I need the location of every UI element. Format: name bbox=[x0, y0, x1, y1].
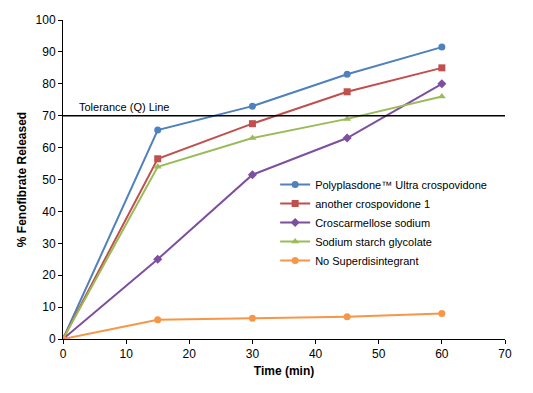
svg-text:100: 100 bbox=[36, 13, 56, 27]
svg-text:40: 40 bbox=[309, 347, 323, 361]
svg-text:Sodium starch glycolate: Sodium starch glycolate bbox=[315, 236, 432, 248]
svg-text:% Fenofibrate Released: % Fenofibrate Released bbox=[15, 112, 29, 247]
svg-text:30: 30 bbox=[246, 347, 260, 361]
svg-text:Polyplasdone™ Ultra crospovido: Polyplasdone™ Ultra crospovidone bbox=[315, 179, 487, 191]
svg-text:80: 80 bbox=[42, 77, 56, 91]
svg-text:0: 0 bbox=[49, 332, 56, 346]
svg-text:Tolerance (Q) Line: Tolerance (Q) Line bbox=[79, 101, 170, 113]
svg-text:20: 20 bbox=[183, 347, 197, 361]
svg-text:10: 10 bbox=[42, 300, 56, 314]
svg-text:90: 90 bbox=[42, 45, 56, 59]
svg-text:40: 40 bbox=[42, 205, 56, 219]
svg-text:another crospovidone 1: another crospovidone 1 bbox=[315, 198, 430, 210]
svg-text:60: 60 bbox=[42, 141, 56, 155]
svg-text:Time (min): Time (min) bbox=[254, 364, 314, 378]
svg-text:70: 70 bbox=[42, 109, 56, 123]
svg-text:10: 10 bbox=[119, 347, 133, 361]
svg-text:20: 20 bbox=[42, 268, 56, 282]
svg-text:30: 30 bbox=[42, 237, 56, 251]
svg-text:50: 50 bbox=[42, 173, 56, 187]
svg-text:50: 50 bbox=[372, 347, 386, 361]
svg-text:60: 60 bbox=[435, 347, 449, 361]
svg-text:0: 0 bbox=[60, 347, 67, 361]
svg-text:70: 70 bbox=[498, 347, 512, 361]
svg-text:Croscarmellose sodium: Croscarmellose sodium bbox=[315, 217, 430, 229]
svg-text:No Superdisintegrant: No Superdisintegrant bbox=[315, 255, 418, 267]
